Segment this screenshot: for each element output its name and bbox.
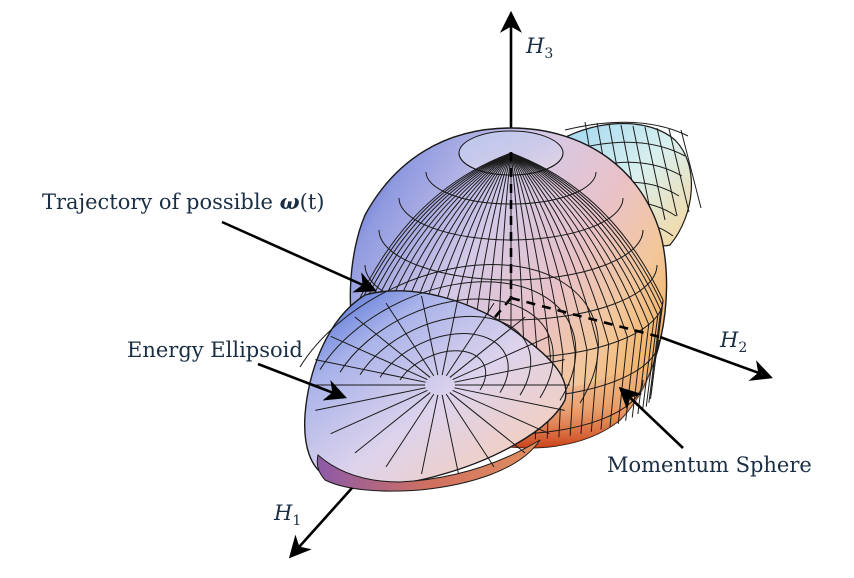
trajectory-label: Trajectory of possible ω(t)	[42, 189, 324, 214]
h2-axis	[659, 335, 773, 381]
momentum-sphere-pointer-arrow	[618, 386, 684, 449]
energy-ellipsoid-pointer-arrow	[257, 362, 347, 401]
trajectory-pointer-arrow	[221, 220, 377, 293]
energy-ellipsoid-front-lobe	[299, 264, 599, 492]
momentum-sphere-label: Momentum Sphere	[607, 453, 812, 477]
energy-ellipsoid-label: Energy Ellipsoid	[127, 338, 303, 362]
h3-axis-label: H3	[525, 34, 553, 62]
h1-axis-label: H1	[273, 501, 301, 529]
h2-axis-label: H2	[719, 328, 747, 356]
h2-axis-hidden	[510, 296, 661, 339]
h1-axis	[288, 487, 353, 559]
